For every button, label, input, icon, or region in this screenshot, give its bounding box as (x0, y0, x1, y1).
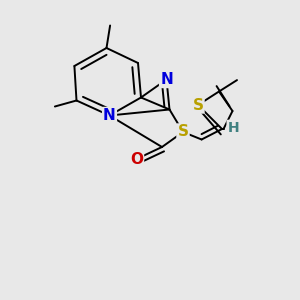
Text: N: N (103, 108, 116, 123)
Text: S: S (193, 98, 203, 112)
Text: S: S (178, 124, 188, 140)
Text: N: N (160, 72, 173, 87)
Text: H: H (228, 121, 239, 135)
Text: O: O (130, 152, 143, 166)
